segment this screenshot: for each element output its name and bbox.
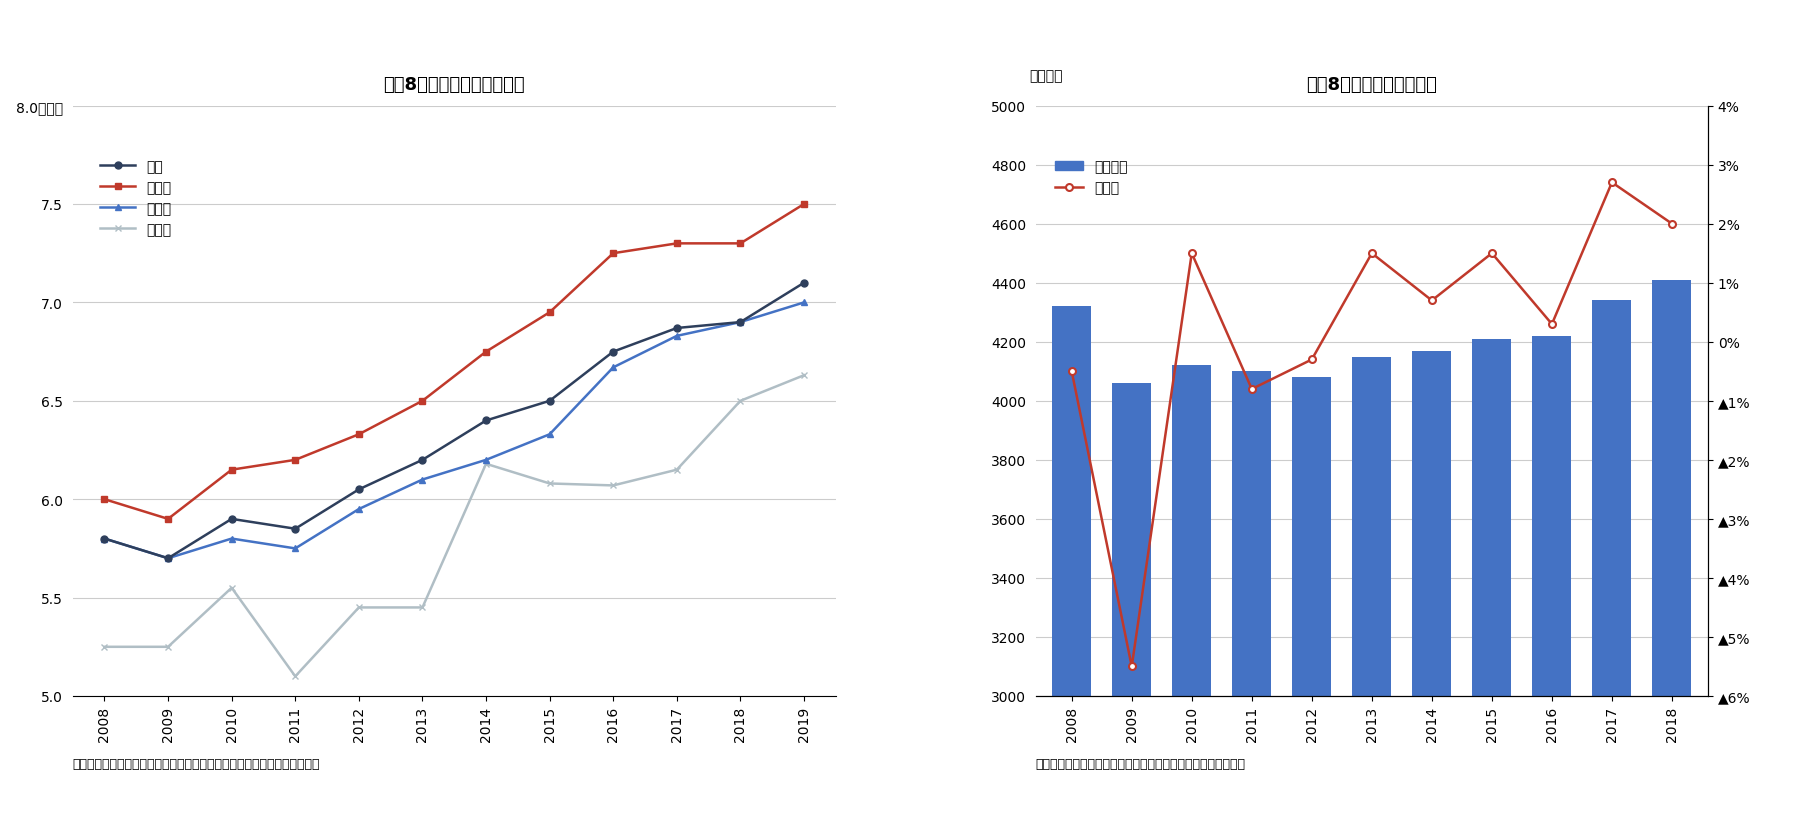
首都圈 xyxy=(792,200,814,210)
首都圈 xyxy=(156,514,178,524)
Legend: 全国, 首都圈, 近畿圈, 東海圈: 全国, 首都圈, 近畿圈, 東海圈 xyxy=(94,155,176,242)
近畿圈 xyxy=(220,534,242,544)
全国 xyxy=(476,416,498,426)
Title: 図袆8５　年収倍率（平均）: 図袆8５ 年収倍率（平均） xyxy=(383,76,525,94)
全国 xyxy=(792,278,814,288)
Bar xyxy=(1352,357,1392,819)
首都圈 xyxy=(93,495,114,505)
近畿圈 xyxy=(283,544,305,554)
近畿圈 xyxy=(347,505,369,514)
Bar xyxy=(1532,337,1572,819)
全国 xyxy=(347,485,369,495)
Line: 首都圈: 首都圈 xyxy=(102,201,807,523)
全国 xyxy=(540,396,561,406)
東海圈 xyxy=(792,371,814,381)
近畿圈 xyxy=(540,430,561,440)
Text: （千円）: （千円） xyxy=(1028,69,1063,83)
首都圈 xyxy=(347,430,369,440)
全国 xyxy=(220,514,242,524)
Bar xyxy=(1472,339,1512,819)
Legend: 平均給与, 前年比: 平均給与, 前年比 xyxy=(1050,155,1132,201)
全国 xyxy=(283,524,305,534)
全国 xyxy=(729,318,750,328)
Text: （資料）住宅金融支援機構の公表データを基にニッセイ基礎研究所が作成: （資料）住宅金融支援機構の公表データを基にニッセイ基礎研究所が作成 xyxy=(73,757,320,770)
Text: （資料）国税庁の公表データを基にニッセイ基礎研究所が作成: （資料）国税庁の公表データを基にニッセイ基礎研究所が作成 xyxy=(1036,757,1246,770)
首都圈 xyxy=(283,455,305,465)
首都圈 xyxy=(729,239,750,249)
東海圈 xyxy=(220,583,242,593)
東海圈 xyxy=(283,672,305,681)
近畿圈 xyxy=(792,298,814,308)
Bar xyxy=(1592,301,1632,819)
Bar xyxy=(1652,280,1692,819)
近畿圈 xyxy=(411,475,432,485)
首都圈 xyxy=(476,347,498,357)
近畿圈 xyxy=(665,332,687,342)
首都圈 xyxy=(540,308,561,318)
Bar xyxy=(1052,307,1092,819)
東海圈 xyxy=(540,479,561,489)
近畿圈 xyxy=(476,455,498,465)
東海圈 xyxy=(729,396,750,406)
Bar xyxy=(1232,372,1272,819)
Title: 図袆8６　平均給与の推移: 図袆8６ 平均給与の推移 xyxy=(1306,76,1437,94)
Line: 全国: 全国 xyxy=(102,280,807,562)
東海圈 xyxy=(156,642,178,652)
東海圈 xyxy=(603,481,625,491)
Bar xyxy=(1292,378,1332,819)
Bar xyxy=(1172,366,1212,819)
Bar xyxy=(1412,351,1452,819)
Bar xyxy=(1112,383,1152,819)
首都圈 xyxy=(603,249,625,259)
近畿圈 xyxy=(93,534,114,544)
Line: 近畿圈: 近畿圈 xyxy=(102,300,807,562)
首都圈 xyxy=(665,239,687,249)
全国 xyxy=(603,347,625,357)
近畿圈 xyxy=(603,363,625,373)
東海圈 xyxy=(347,603,369,613)
首都圈 xyxy=(220,465,242,475)
東海圈 xyxy=(665,465,687,475)
東海圈 xyxy=(476,459,498,469)
全国 xyxy=(156,554,178,563)
全国 xyxy=(411,455,432,465)
Line: 東海圈: 東海圈 xyxy=(102,373,807,680)
首都圈 xyxy=(411,396,432,406)
東海圈 xyxy=(411,603,432,613)
全国 xyxy=(665,324,687,333)
近畿圈 xyxy=(729,318,750,328)
近畿圈 xyxy=(156,554,178,563)
全国 xyxy=(93,534,114,544)
東海圈 xyxy=(93,642,114,652)
